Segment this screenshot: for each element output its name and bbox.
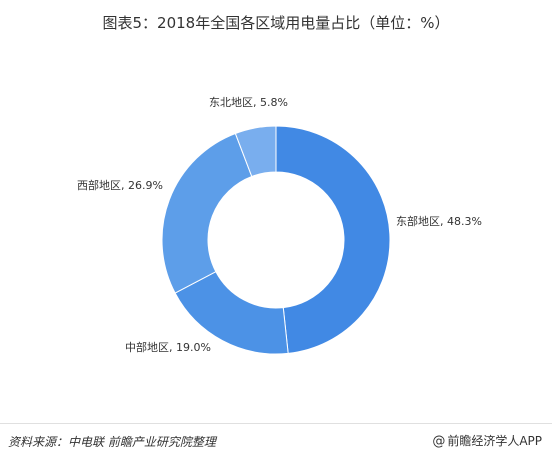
slice-label-3: 西部地区, 26.9% (77, 178, 163, 192)
chart-title: 图表5：2018年全国各区域用电量占比（单位：%） (102, 14, 450, 32)
brand-label: @ 前瞻经济学人APP (432, 432, 542, 449)
slice-labels: 东部地区, 48.3% 中部地区, 19.0% 西部地区, 26.9% 东北地区, 5… (77, 96, 482, 354)
donut-slices (161, 125, 391, 355)
slice-3 (161, 132, 253, 294)
source-note: 资料来源：中电联 前瞻产业研究院整理 (8, 435, 216, 449)
donut-chart: 东部地区, 48.3% 中部地区, 19.0% 西部地区, 26.9% 东北地区, 5… (77, 96, 482, 355)
brand-text: 前瞻经济学人APP (447, 434, 542, 448)
slice-4 (234, 125, 277, 178)
slice-label-4: 东北地区, 5.8% (209, 96, 288, 109)
at-sign-icon: @ (432, 434, 446, 449)
slice-1 (275, 125, 391, 354)
slice-label-1: 东部地区, 48.3% (396, 214, 482, 228)
slice-label-2: 中部地区, 19.0% (125, 340, 211, 354)
footer: 资料来源：中电联 前瞻产业研究院整理 @ 前瞻经济学人APP (0, 423, 552, 459)
